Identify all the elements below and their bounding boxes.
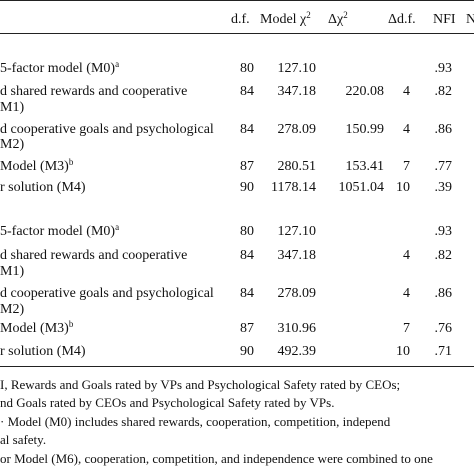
note-line: al safety. — [0, 432, 47, 447]
row-label: 5-factor model (M0)a — [0, 59, 120, 76]
cell-delta-df: 7 — [403, 321, 410, 336]
cell-df: 87 — [240, 321, 254, 336]
row-label: r solution (M4) — [0, 180, 86, 195]
cell-delta-df: 10 — [396, 180, 410, 195]
cell-delta-df: 4 — [403, 122, 410, 137]
cell-chi: 127.10 — [277, 224, 317, 239]
cell-delta-df: 10 — [396, 344, 410, 359]
header-nfi: NFI — [433, 12, 456, 27]
cell-df: 84 — [240, 122, 254, 137]
row-label-continued: M1) — [0, 100, 25, 115]
header-delta-chi: Δχ2 — [328, 10, 348, 27]
cell-chi: 492.39 — [277, 344, 317, 359]
cell-chi: 127.10 — [277, 61, 317, 76]
cell-nfi: .71 — [434, 344, 453, 359]
cell-nfi: .39 — [434, 180, 453, 195]
note-line: · Model (M0) includes shared rewards, co… — [0, 414, 391, 429]
cell-df: 80 — [240, 61, 254, 76]
cell-chi: 347.18 — [277, 248, 317, 263]
row-label: d shared rewards and cooperative — [0, 248, 188, 263]
note-line: I, Rewards and Goals rated by VPs and Ps… — [0, 377, 401, 392]
cell-df: 90 — [240, 344, 254, 359]
note-line: or Model (M6), cooperation, competition,… — [0, 451, 433, 466]
cell-df: 80 — [240, 224, 254, 239]
cell-nfi: .82 — [434, 84, 453, 99]
cell-df: 87 — [240, 159, 254, 174]
cell-df: 84 — [240, 286, 254, 301]
row-label: d shared rewards and cooperative — [0, 84, 188, 99]
cell-delta-chi: 220.08 — [345, 84, 385, 99]
row-label-continued: M1) — [0, 264, 25, 279]
note-line: nd Goals rated by CEOs and Psychological… — [0, 395, 335, 410]
cell-nfi: .86 — [434, 122, 453, 137]
cell-delta-chi: 150.99 — [345, 122, 385, 137]
cell-nfi: .82 — [434, 248, 453, 263]
row-label-continued: M2) — [0, 302, 25, 317]
cell-delta-df: 4 — [403, 84, 410, 99]
row-label: 5-factor model (M0)a — [0, 222, 120, 239]
cell-nfi: .93 — [434, 61, 453, 76]
cell-delta-chi: 153.41 — [345, 159, 385, 174]
top-rule — [0, 0, 474, 1]
header-model-chi: Model χ2 — [260, 10, 311, 27]
bottom-rule — [0, 366, 474, 367]
row-label: d cooperative goals and psychological — [0, 122, 214, 137]
cell-chi: 278.09 — [277, 122, 317, 137]
header-cut-column: N — [466, 12, 474, 27]
cell-chi: 347.18 — [277, 84, 317, 99]
cell-delta-df: 7 — [403, 159, 410, 174]
cell-delta-df: 4 — [403, 286, 410, 301]
cell-df: 84 — [240, 248, 254, 263]
cell-df: 90 — [240, 180, 254, 195]
row-label: d cooperative goals and psychological — [0, 286, 214, 301]
header-delta-df: Δd.f. — [388, 12, 416, 27]
cell-nfi: .86 — [434, 286, 453, 301]
cell-delta-chi: 1051.04 — [338, 180, 385, 195]
cell-chi: 278.09 — [277, 286, 317, 301]
cell-chi: 310.96 — [277, 321, 317, 336]
cell-nfi: .93 — [434, 224, 453, 239]
cell-chi: 1178.14 — [271, 180, 316, 195]
row-label-continued: M2) — [0, 137, 25, 152]
cell-delta-df: 4 — [403, 248, 410, 263]
cell-df: 84 — [240, 84, 254, 99]
row-label: Model (M3)b — [0, 319, 74, 336]
cell-chi: 280.51 — [277, 159, 317, 174]
cell-nfi: .77 — [434, 159, 453, 174]
header-rule — [0, 33, 474, 34]
header-df: d.f. — [231, 12, 250, 27]
row-label: r solution (M4) — [0, 344, 86, 359]
row-label: Model (M3)b — [0, 157, 74, 174]
cell-nfi: .76 — [434, 321, 453, 336]
